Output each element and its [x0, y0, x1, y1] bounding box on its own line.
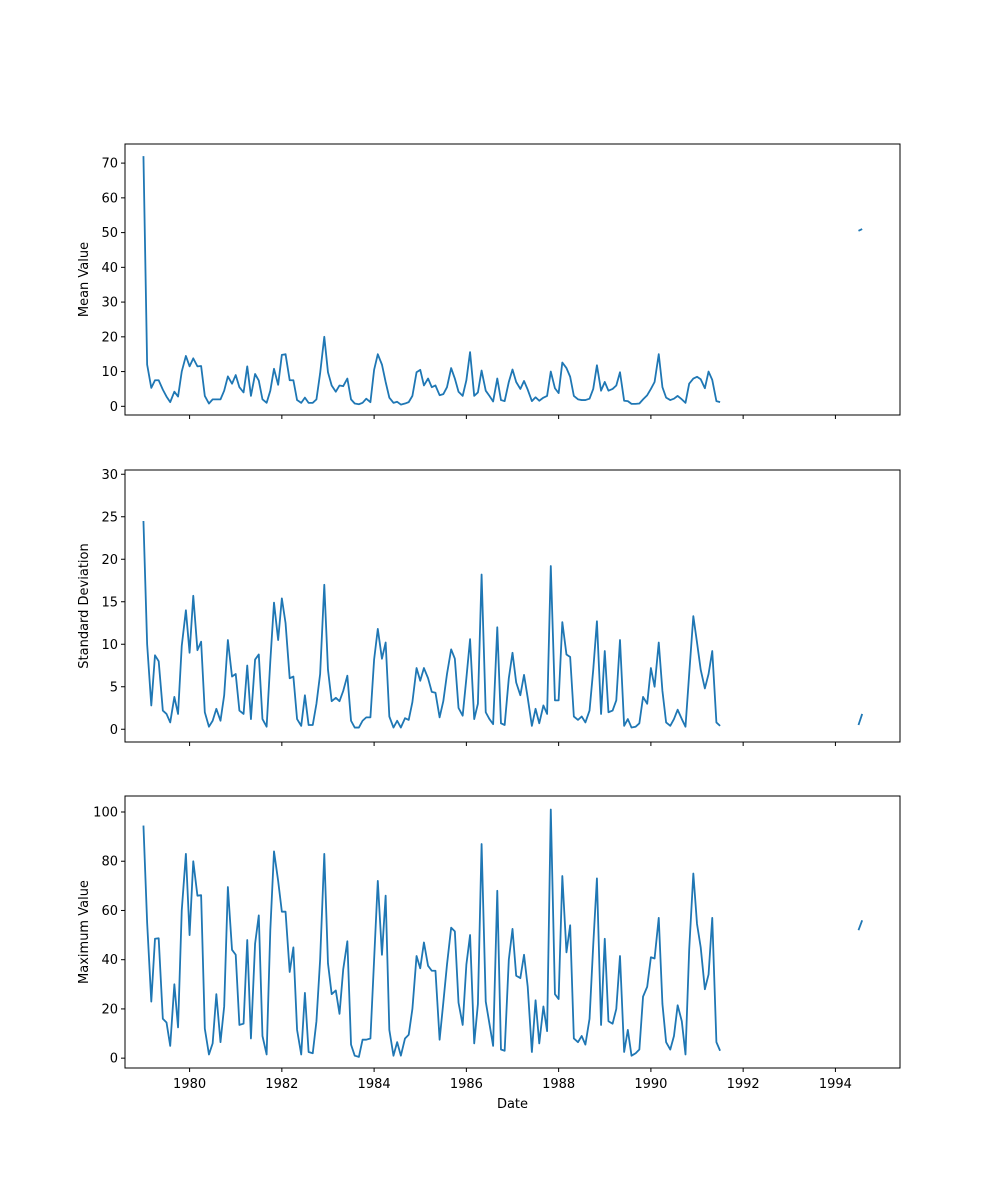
- x-tick-label: 1980: [173, 1077, 206, 1092]
- y-tick-label: 10: [101, 638, 118, 653]
- series-line-segment-1: [142, 808, 721, 1058]
- x-tick-label: 1986: [450, 1077, 483, 1092]
- y-tick-label: 60: [101, 191, 118, 206]
- subplot-3: 0 20 40 60 80 100 1980 1982 1984 1986 1988 1990 1992…: [77, 795, 901, 1112]
- series-line-segment-2: [858, 228, 863, 232]
- y-tick-label: 10: [101, 365, 118, 380]
- subplot-1: 0 10 20 30 40 50 60 70 Mean Value: [77, 143, 901, 419]
- axes-frame: [124, 795, 901, 1069]
- y-axis-label: Mean Value: [77, 242, 92, 317]
- subplot-2: 0 5 10 15 20 25 30 Standard Deviation: [77, 468, 901, 746]
- y-axis-label: Standard Deviation: [77, 543, 92, 668]
- x-tick-label: 1992: [727, 1077, 760, 1092]
- y-tick-label: 40: [101, 261, 118, 276]
- y-axis-label: Maximum Value: [77, 880, 92, 984]
- y-tick-label: 20: [101, 330, 118, 345]
- x-axis-label: Date: [497, 1097, 528, 1112]
- y-tick-label: 30: [101, 468, 118, 483]
- x-tick-label: 1990: [634, 1077, 667, 1092]
- y-tick-label: 40: [101, 953, 118, 968]
- y-tick-label: 50: [101, 226, 118, 241]
- y-tick-label: 0: [110, 723, 118, 738]
- y-tick-label: 100: [93, 806, 118, 821]
- series-line-segment-1: [142, 156, 721, 406]
- y-tick-label: 20: [101, 1002, 118, 1017]
- y-tick-label: 80: [101, 855, 118, 870]
- axes-frame: [124, 469, 901, 743]
- y-tick-label: 25: [101, 510, 118, 525]
- x-tick-label: 1988: [542, 1077, 575, 1092]
- y-tick-label: 5: [110, 680, 118, 695]
- series-line-segment-1: [142, 520, 721, 729]
- series-line-segment-2: [857, 713, 864, 726]
- axes-frame: [124, 143, 901, 416]
- y-tick-label: 15: [101, 595, 118, 610]
- x-tick-label: 1982: [265, 1077, 298, 1092]
- series-line-segment-2: [857, 919, 864, 931]
- x-tick-label: 1984: [358, 1077, 391, 1092]
- y-tick-label: 0: [110, 400, 118, 415]
- y-tick-label: 70: [101, 157, 118, 172]
- y-tick-label: 60: [101, 904, 118, 919]
- y-tick-label: 0: [110, 1052, 118, 1067]
- y-tick-label: 20: [101, 553, 118, 568]
- x-tick-label: 1994: [819, 1077, 852, 1092]
- y-tick-label: 30: [101, 296, 118, 311]
